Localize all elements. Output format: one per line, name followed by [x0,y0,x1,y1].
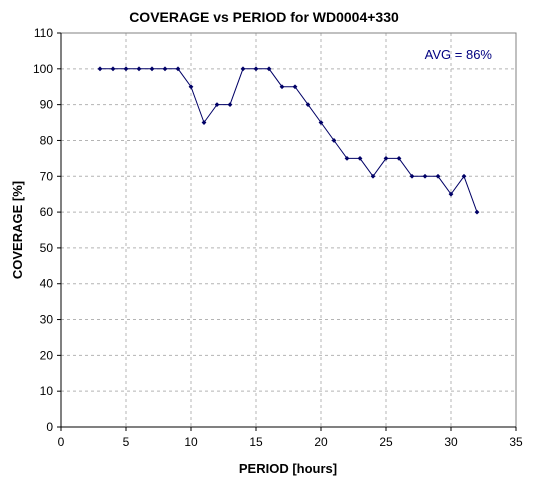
y-tick-label: 90 [40,98,54,112]
axes [57,32,517,431]
data-point [448,191,454,197]
tick-labels: 0 10 20 30 40 50 60 70 80 90 100 110 0 5 10 15 20 25 30 35 [33,26,523,449]
data-point [344,155,350,161]
y-tick-label: 70 [40,169,54,183]
data-point [474,209,480,215]
data-point [123,66,129,72]
x-tick-label: 15 [249,435,263,449]
data-point [435,173,441,179]
y-tick-label: 10 [40,384,54,398]
data-point [175,66,181,72]
x-tick-label: 5 [123,435,130,449]
x-tick-label: 35 [509,435,523,449]
y-tick-label: 80 [40,133,54,147]
y-tick-label: 0 [46,420,53,434]
data-point [162,66,168,72]
data-point [214,102,220,108]
data-point [279,84,285,90]
x-axis-label: PERIOD [hours] [239,461,337,476]
x-tick-label: 0 [58,435,65,449]
y-tick-label: 110 [34,26,53,40]
data-point [383,155,389,161]
data-point [461,173,467,179]
grid-lines [61,33,516,427]
x-tick-label: 20 [314,435,328,449]
data-point [97,66,103,72]
series-layer [97,66,480,215]
x-tick-label: 10 [184,435,198,449]
data-point [292,84,298,90]
data-point [422,173,428,179]
chart-title: COVERAGE vs PERIOD for WD0004+330 [129,9,399,25]
data-point [110,66,116,72]
y-axis-label: COVERAGE [%] [10,181,25,279]
data-point [409,173,415,179]
average-annotation: AVG = 86% [425,47,493,62]
data-point [357,155,363,161]
x-tick-label: 30 [444,435,458,449]
plot-frame [60,32,517,428]
y-tick-label: 40 [40,277,54,291]
y-tick-label: 30 [40,313,54,327]
y-tick-label: 100 [33,62,53,76]
data-point [396,155,402,161]
data-point [253,66,259,72]
data-point [227,102,233,108]
data-point [318,120,324,125]
data-point [266,66,272,72]
data-point [370,173,376,179]
data-point [149,66,155,72]
series-line [100,68,478,213]
y-tick-label: 50 [40,241,54,255]
data-point [136,66,142,72]
data-point [331,138,337,143]
data-point [305,102,311,108]
data-point [201,120,207,125]
y-tick-label: 60 [40,205,54,219]
data-point [240,66,246,72]
y-tick-label: 20 [40,348,54,362]
data-point [188,84,194,90]
x-tick-label: 25 [379,435,393,449]
